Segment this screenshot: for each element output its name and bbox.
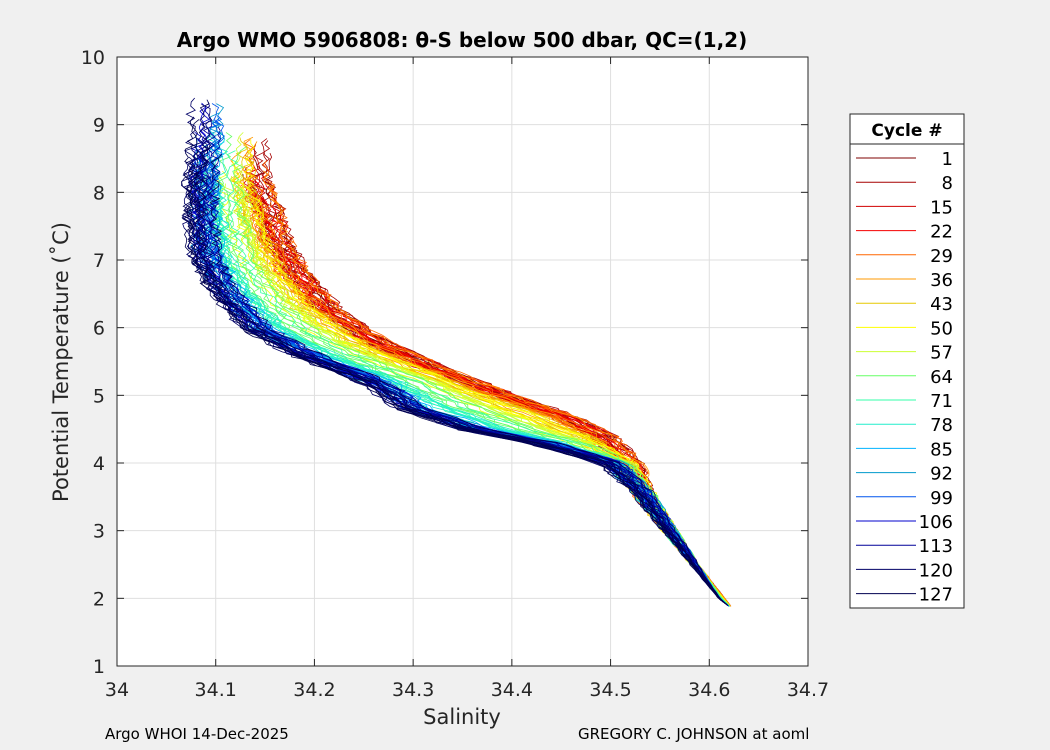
legend-entry-label: 43 xyxy=(930,294,953,315)
plot-frame xyxy=(116,56,809,667)
y-tick-label: 4 xyxy=(93,453,105,475)
legend-box xyxy=(849,113,965,609)
y-tick-label: 9 xyxy=(93,115,105,137)
y-tick-label: 3 xyxy=(93,521,105,543)
legend-entry-label: 36 xyxy=(930,270,953,291)
x-tick-label: 34.6 xyxy=(688,679,730,701)
y-tick-label: 2 xyxy=(93,588,105,610)
legend-entry-label: 99 xyxy=(930,488,953,509)
x-tick-label: 34.5 xyxy=(589,679,631,701)
x-axis-label: Salinity xyxy=(423,705,501,729)
profile-line xyxy=(182,169,727,605)
footer-left-credit: Argo WHOI 14-Dec-2025 xyxy=(105,725,289,743)
y-tick-label: 7 xyxy=(93,250,105,272)
y-tick-label: 10 xyxy=(81,47,105,69)
profile-line xyxy=(185,119,725,603)
y-tick-label: 1 xyxy=(93,656,105,678)
profile-line xyxy=(181,97,729,606)
x-tick-label: 34.1 xyxy=(195,679,237,701)
profile-line xyxy=(186,161,727,605)
y-tick-label: 8 xyxy=(93,182,105,204)
y-tick-labels: 1 2 3 4 5 6 7 8 9 10 xyxy=(81,47,105,678)
x-tick-label: 34.2 xyxy=(293,679,335,701)
legend-entry-label: 15 xyxy=(930,197,953,218)
profile-line xyxy=(200,175,725,603)
x-tick-label: 34.3 xyxy=(392,679,434,701)
legend-title: Cycle # xyxy=(871,121,942,141)
legend-entries: 1 8 15 22 29 36 43 50 57 64 71 78 85 92 99 106 113 120 127 xyxy=(856,149,953,606)
profile-line xyxy=(196,104,727,605)
profile-line xyxy=(207,153,728,605)
legend-entry-label: 113 xyxy=(919,536,953,557)
legend-entry-label: 78 xyxy=(930,415,953,436)
x-tick-label: 34 xyxy=(105,679,129,701)
legend-entry-label: 85 xyxy=(930,439,953,460)
x-tick-label: 34.7 xyxy=(787,679,829,701)
profile-line xyxy=(232,146,730,606)
legend-entry-label: 120 xyxy=(919,560,953,581)
legend-entry-label: 57 xyxy=(930,343,953,364)
legend-entry-label: 8 xyxy=(942,173,953,194)
legend-entry-label: 29 xyxy=(930,246,953,267)
y-tick-label: 6 xyxy=(93,318,105,340)
footer-right-credit: GREGORY C. JOHNSON at aoml xyxy=(578,725,810,743)
axis-ticks xyxy=(116,56,809,667)
profile-curves xyxy=(181,97,732,607)
legend-entry-label: 71 xyxy=(930,391,953,412)
legend-entry-label: 106 xyxy=(919,512,953,533)
x-tick-labels: 34 34.1 34.2 34.3 34.4 34.5 34.6 34.7 xyxy=(105,679,829,701)
legend-entry-label: 1 xyxy=(942,149,953,170)
legend-entry-label: 64 xyxy=(930,367,953,388)
y-tick-label: 5 xyxy=(93,385,105,407)
chart-title: Argo WMO 5906808: θ-S below 500 dbar, QC… xyxy=(177,28,747,52)
legend-entry-label: 50 xyxy=(930,318,953,339)
legend: Cycle # 18152229364350576471788592991061… xyxy=(849,113,965,609)
x-tick-label: 34.4 xyxy=(491,679,533,701)
legend-entry-label: 92 xyxy=(930,464,953,485)
legend-entry-label: 127 xyxy=(919,585,953,606)
y-axis-label: Potential Temperature (˚C) xyxy=(49,222,73,502)
legend-entry-label: 22 xyxy=(930,222,953,243)
profile-line xyxy=(194,99,726,604)
